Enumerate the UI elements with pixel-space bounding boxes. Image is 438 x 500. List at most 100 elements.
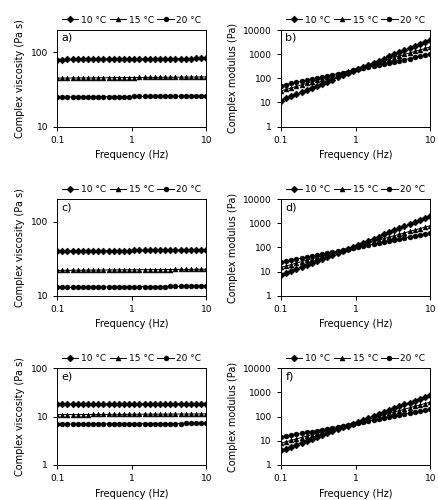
10 °C [334, 250, 339, 256]
10 °C [421, 394, 427, 400]
10 °C [95, 248, 101, 254]
10 °C [173, 56, 178, 62]
15 °C [60, 268, 65, 274]
20 °C [198, 283, 203, 289]
15 °C [283, 86, 288, 92]
20 °C [101, 421, 106, 427]
20 °C [203, 283, 208, 289]
10 °C [183, 247, 188, 253]
10 °C [283, 96, 288, 102]
15 °C [360, 64, 365, 70]
15 °C [126, 74, 131, 80]
20 °C [173, 284, 178, 290]
10 °C [380, 409, 385, 415]
X-axis label: Frequency (Hz): Frequency (Hz) [95, 150, 168, 160]
20 °C [85, 94, 90, 100]
Line: 10 °C: 10 °C [54, 401, 208, 407]
20 °C [339, 423, 345, 429]
10 °C [344, 422, 350, 428]
15 °C [278, 88, 283, 94]
15 °C [111, 412, 116, 418]
10 °C [64, 402, 70, 407]
20 °C [288, 432, 293, 438]
15 °C [427, 399, 432, 405]
10 °C [314, 258, 319, 264]
20 °C [157, 94, 162, 100]
10 °C [157, 248, 162, 254]
15 °C [131, 412, 137, 418]
10 °C [121, 248, 126, 254]
10 °C [308, 260, 314, 266]
10 °C [188, 400, 193, 406]
20 °C [198, 420, 203, 426]
15 °C [298, 82, 304, 88]
10 °C [339, 72, 345, 78]
10 °C [385, 230, 391, 235]
15 °C [60, 75, 65, 81]
15 °C [304, 433, 309, 439]
10 °C [137, 401, 142, 407]
10 °C [324, 78, 329, 84]
10 °C [339, 424, 345, 430]
20 °C [298, 78, 304, 84]
20 °C [344, 422, 350, 428]
15 °C [391, 409, 396, 415]
15 °C [370, 238, 375, 244]
15 °C [417, 402, 422, 408]
15 °C [177, 266, 183, 272]
20 °C [147, 420, 152, 426]
15 °C [427, 222, 432, 228]
Line: 15 °C: 15 °C [278, 44, 432, 94]
10 °C [293, 266, 298, 272]
10 °C [198, 56, 203, 62]
20 °C [319, 426, 324, 432]
15 °C [177, 411, 183, 417]
15 °C [329, 73, 334, 79]
20 °C [380, 239, 385, 245]
Line: 10 °C: 10 °C [278, 392, 432, 453]
X-axis label: Frequency (Hz): Frequency (Hz) [95, 488, 168, 498]
15 °C [304, 257, 309, 263]
15 °C [126, 412, 131, 418]
15 °C [411, 48, 417, 54]
15 °C [157, 266, 162, 272]
20 °C [121, 421, 126, 427]
10 °C [85, 56, 90, 62]
10 °C [60, 402, 65, 407]
20 °C [283, 434, 288, 440]
15 °C [95, 267, 101, 273]
15 °C [365, 62, 370, 68]
15 °C [64, 268, 70, 274]
10 °C [106, 56, 111, 62]
Y-axis label: Complex modulus (Pa): Complex modulus (Pa) [227, 192, 237, 302]
20 °C [141, 284, 147, 290]
10 °C [350, 68, 355, 74]
10 °C [406, 45, 411, 51]
Y-axis label: Complex viscosity (Pa s): Complex viscosity (Pa s) [15, 188, 25, 307]
Line: 15 °C: 15 °C [278, 223, 432, 270]
10 °C [126, 248, 131, 254]
15 °C [396, 53, 401, 59]
15 °C [126, 267, 131, 273]
15 °C [167, 74, 173, 80]
20 °C [141, 94, 147, 100]
15 °C [406, 50, 411, 56]
10 °C [324, 254, 329, 260]
20 °C [111, 421, 116, 427]
20 °C [278, 434, 283, 440]
20 °C [157, 420, 162, 426]
20 °C [370, 417, 375, 423]
10 °C [198, 400, 203, 406]
20 °C [370, 241, 375, 247]
10 °C [90, 401, 95, 407]
20 °C [365, 242, 370, 248]
20 °C [75, 284, 80, 290]
15 °C [365, 416, 370, 422]
15 °C [344, 68, 350, 74]
20 °C [391, 413, 396, 419]
10 °C [188, 247, 193, 253]
20 °C [106, 94, 111, 100]
10 °C [304, 262, 309, 268]
15 °C [308, 256, 314, 262]
10 °C [70, 56, 75, 62]
